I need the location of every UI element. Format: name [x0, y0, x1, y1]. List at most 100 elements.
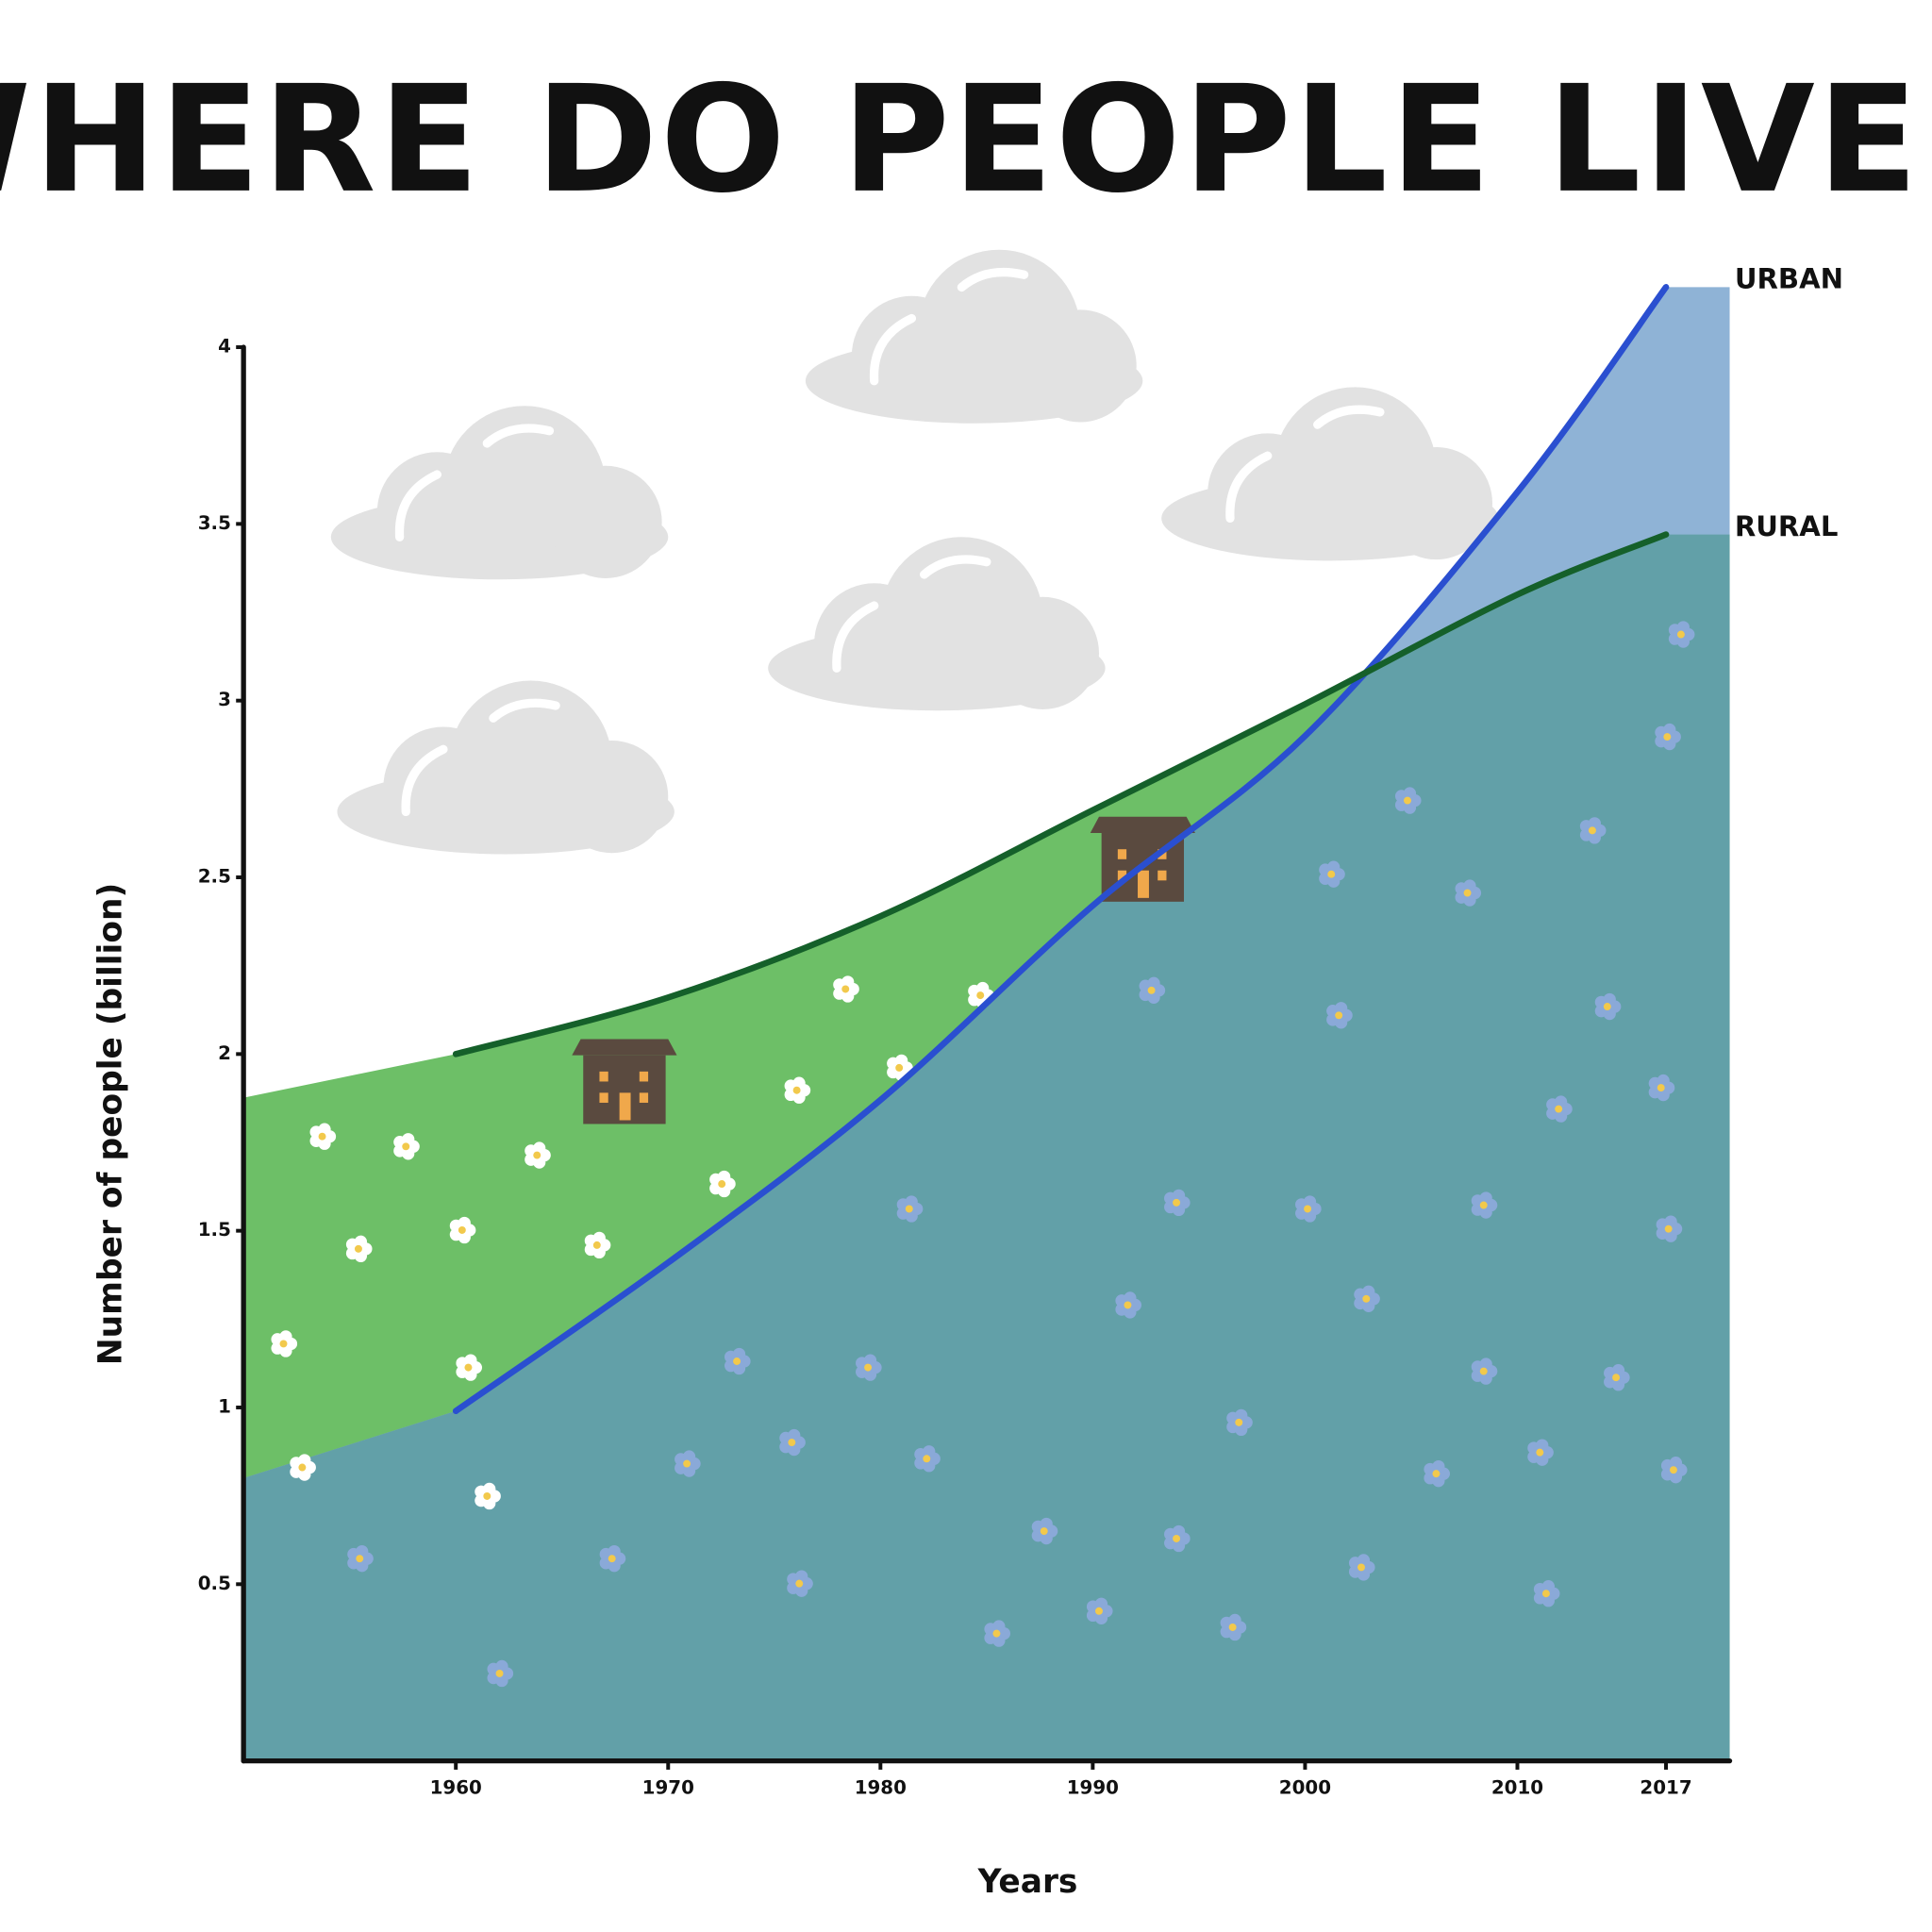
flower	[1354, 1285, 1380, 1312]
flower-center	[1235, 1418, 1243, 1426]
petal	[1541, 1580, 1556, 1593]
flower-center	[1479, 1201, 1488, 1209]
flower	[1115, 1291, 1142, 1319]
petal	[608, 1544, 621, 1558]
petal	[1657, 1074, 1670, 1088]
flower-center	[1362, 1294, 1371, 1303]
flower-center	[1664, 1224, 1673, 1233]
flower	[1579, 817, 1607, 844]
flower	[887, 1054, 913, 1082]
house	[572, 1039, 677, 1124]
flower	[984, 1620, 1010, 1647]
house	[1090, 816, 1195, 902]
x-tick-label: 1960	[430, 1776, 482, 1798]
flower	[1660, 1457, 1688, 1484]
petal	[533, 1141, 546, 1155]
flower	[347, 1544, 374, 1573]
flower-center	[788, 1439, 796, 1447]
flower-center	[279, 1340, 288, 1348]
petal	[1588, 817, 1601, 830]
flower-center	[533, 1151, 541, 1159]
flower-center	[458, 1226, 466, 1234]
flower	[856, 1354, 882, 1381]
flower-center	[1463, 889, 1472, 897]
petal	[1403, 787, 1417, 800]
petal	[495, 1659, 508, 1674]
flower	[968, 981, 994, 1009]
flower	[1164, 1189, 1191, 1217]
flower	[1424, 1459, 1450, 1488]
flower-center	[841, 985, 850, 993]
flower-center	[1404, 796, 1411, 805]
petal	[1094, 1597, 1108, 1610]
flower	[1455, 879, 1482, 907]
flower-center	[592, 1241, 601, 1249]
petal	[792, 1076, 806, 1090]
petal	[592, 1231, 606, 1244]
flower-center	[792, 1086, 801, 1094]
y-tick-label: 1	[218, 1395, 231, 1417]
flower-center	[683, 1459, 691, 1468]
flower	[1648, 1074, 1675, 1102]
flower	[456, 1354, 483, 1381]
flower-center	[905, 1205, 913, 1213]
flower-center	[1676, 630, 1685, 639]
flower-center	[1669, 1466, 1677, 1474]
flower	[290, 1454, 316, 1481]
petal	[1669, 1457, 1683, 1470]
flower	[475, 1482, 501, 1510]
flower	[1319, 860, 1345, 888]
flower-center	[1536, 1448, 1544, 1457]
petal	[788, 1428, 801, 1442]
y-tick-label: 0.5	[198, 1573, 231, 1594]
flower-center	[1335, 1011, 1343, 1020]
petal	[1479, 1357, 1492, 1371]
flower-center	[1095, 1607, 1103, 1615]
petal	[1124, 1291, 1137, 1305]
y-tick-label: 2	[218, 1042, 231, 1064]
petal	[1555, 1095, 1568, 1108]
petal	[1536, 1439, 1549, 1452]
y-tick-label: 3	[218, 689, 231, 710]
petal	[1335, 1002, 1348, 1015]
flower	[787, 1570, 813, 1597]
flower	[309, 1123, 337, 1150]
flower-center	[895, 1063, 904, 1072]
x-tick-label: 1990	[1067, 1776, 1119, 1798]
y-tick-label: 3.5	[198, 512, 231, 534]
flower-center	[795, 1579, 804, 1588]
x-tick-label: 1970	[642, 1776, 694, 1798]
flower-center	[402, 1142, 410, 1151]
flower	[1164, 1524, 1191, 1553]
petal	[1676, 621, 1690, 634]
y-tick-label: 1.5	[198, 1219, 231, 1241]
flower	[896, 1195, 924, 1223]
flower-center	[1555, 1105, 1563, 1113]
petal	[1432, 1459, 1445, 1474]
series-line	[452, 531, 1670, 1058]
petal	[1362, 1285, 1375, 1298]
urban-skyline-lower	[243, 534, 1730, 1761]
flower	[784, 1076, 811, 1104]
flower-center	[976, 991, 985, 1000]
flower-center	[464, 1363, 473, 1372]
petal	[795, 1570, 808, 1583]
flower	[1086, 1597, 1113, 1624]
petal	[895, 1054, 908, 1067]
petal	[1664, 1215, 1677, 1228]
flower	[779, 1428, 806, 1457]
flower-center	[1304, 1205, 1312, 1213]
flower	[449, 1216, 476, 1244]
flower	[1604, 1364, 1630, 1391]
series-line	[452, 284, 1670, 1415]
flower	[1656, 1215, 1683, 1242]
flower-center	[495, 1669, 504, 1677]
flower-center	[354, 1244, 362, 1253]
flower	[1220, 1613, 1247, 1641]
petal	[992, 1620, 1006, 1633]
x-tick-label: 2017	[1640, 1776, 1691, 1798]
flower	[1471, 1191, 1498, 1219]
petal	[1603, 992, 1616, 1007]
petal	[1479, 1191, 1492, 1205]
